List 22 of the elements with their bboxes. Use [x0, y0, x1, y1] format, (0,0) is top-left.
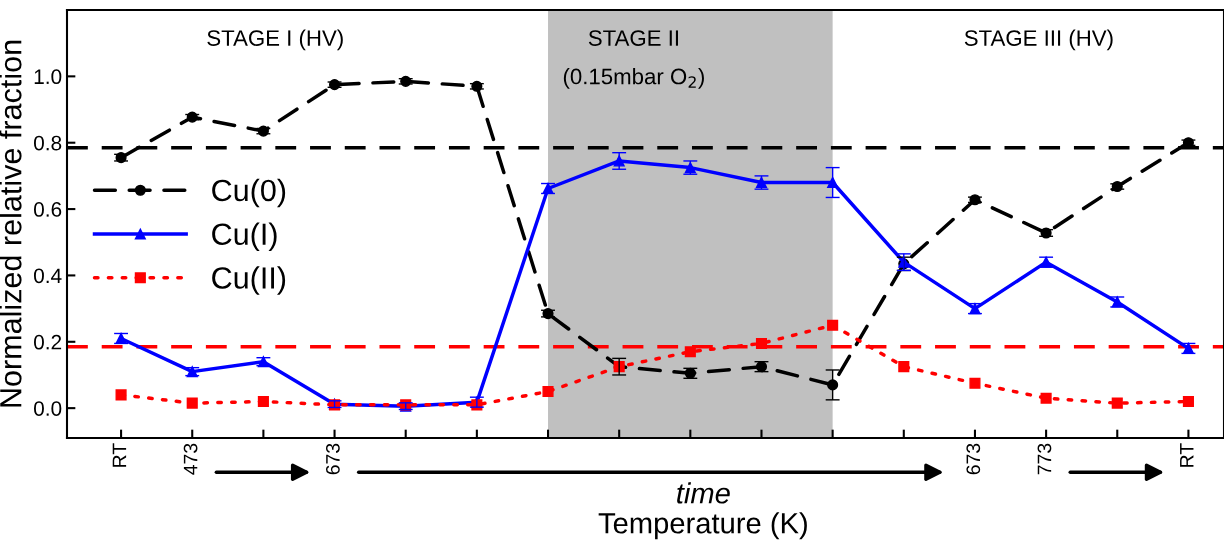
annotation: STAGE II	[588, 30, 678, 46]
annotation: STAGE I (HV)	[207, 29, 343, 51]
legend-label: Cu(I)	[212, 222, 277, 252]
x-tick-label: 673	[326, 443, 340, 475]
y-tick-label: 0.0	[33, 401, 62, 416]
y-tick-label: 0.8	[33, 135, 62, 151]
y-tick-label: 0.2	[33, 334, 62, 350]
legend-label: Cu(II)	[212, 266, 286, 295]
x-tick-label: RT	[1180, 443, 1194, 467]
x-tick-label: 773	[1037, 443, 1052, 475]
y-axis-title: Normalized relative fraction	[0, 40, 22, 407]
legend-label: Cu(0)	[212, 178, 286, 208]
x-tick-label: 673	[966, 443, 981, 475]
y-tick-label: 0.4	[33, 268, 62, 284]
x-tick-label: RT	[112, 443, 127, 467]
annotation: (0.15mbar O$_{2}$)	[563, 68, 704, 89]
y-tick-label: 1.0	[34, 69, 62, 85]
annotation: STAGE III (HV)	[964, 29, 1113, 51]
y-tick-label: 0.6	[33, 202, 62, 217]
x-axis-title: Temperature (K)	[598, 512, 807, 540]
x-tick-label: 473	[183, 443, 198, 475]
text: time	[677, 482, 730, 504]
